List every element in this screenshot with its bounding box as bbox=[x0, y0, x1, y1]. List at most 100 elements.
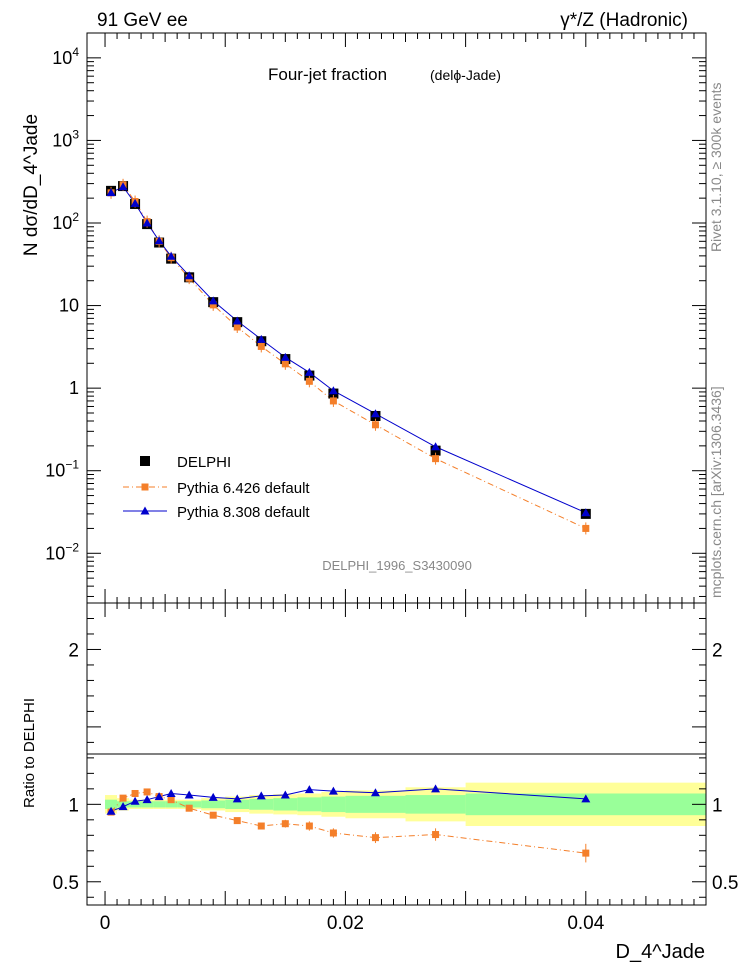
x-axis-label: D_4^Jade bbox=[616, 941, 705, 963]
ratio-pythia8-point bbox=[431, 784, 441, 793]
pythia8-point bbox=[280, 352, 290, 361]
mcplots-reference-text: mcplots.cern.ch [arXiv:1306.3436] bbox=[708, 386, 724, 598]
pythia6-point bbox=[432, 455, 440, 463]
ratio-pythia6-point bbox=[281, 820, 289, 828]
ratio-inner-band bbox=[177, 801, 202, 808]
main-y-axis-label: N dσ/dD_4^Jade bbox=[21, 114, 42, 256]
ratio-pythia6-point bbox=[119, 794, 127, 802]
legend: DELPHI Pythia 6.426 default Pythia 8.308 d… bbox=[123, 454, 310, 521]
ratio-inner-band bbox=[273, 798, 298, 811]
ratio-pythia8-point bbox=[184, 790, 194, 799]
ratio-y-tick-label: 2 bbox=[68, 640, 79, 661]
ratio-inner-band bbox=[201, 800, 226, 809]
rivet-version-text: Rivet 3.1.10, ≥ 300k events bbox=[708, 82, 724, 252]
ratio-pythia8-line bbox=[110, 788, 586, 812]
pythia6-point bbox=[257, 342, 265, 350]
ratio-pythia8-point bbox=[208, 792, 218, 801]
pythia8-point bbox=[256, 334, 266, 343]
y-tick-label: 103 bbox=[52, 127, 79, 150]
ratio-pythia8-point bbox=[328, 786, 338, 795]
delphi-point bbox=[430, 445, 441, 456]
ratio-pythia6-point bbox=[371, 834, 379, 842]
pythia8-line bbox=[110, 186, 587, 514]
pythia6-point bbox=[582, 524, 590, 532]
pythia6-point bbox=[209, 301, 217, 309]
x-tick-label: 0.04 bbox=[567, 913, 604, 934]
y-tick-label: 10 bbox=[59, 296, 79, 316]
ratio-pythia6-point bbox=[233, 817, 241, 825]
pythia6-point bbox=[371, 421, 379, 429]
ratio-inner-band bbox=[405, 795, 466, 814]
pythia8-point bbox=[106, 188, 116, 197]
pythia8-point bbox=[154, 236, 164, 245]
ratio-pythia6-point bbox=[257, 822, 265, 830]
legend-pythia6-marker bbox=[141, 483, 149, 491]
pythia8-point bbox=[130, 198, 140, 207]
pythia8-point bbox=[581, 508, 591, 517]
y-tick-label: 10−1 bbox=[45, 458, 79, 481]
ratio-pythia6-point bbox=[143, 788, 151, 796]
ratio-inner-band bbox=[321, 796, 346, 813]
legend-delphi-marker bbox=[140, 456, 150, 466]
ratio-y-tick-label-right: 0.5 bbox=[712, 873, 738, 894]
pythia8-point bbox=[304, 367, 314, 376]
pythia8-point bbox=[370, 409, 380, 418]
ratio-pythia6-point bbox=[582, 849, 590, 857]
y-tick-label: 104 bbox=[52, 45, 79, 68]
ratio-inner-band bbox=[105, 799, 118, 809]
ratio-pythia6-point bbox=[185, 804, 193, 812]
ratio-y-axis-label: Ratio to DELPHI bbox=[21, 698, 38, 808]
header-right: γ*/Z (Hadronic) bbox=[560, 10, 688, 31]
ratio-y-tick-label-right: 2 bbox=[712, 640, 723, 661]
pythia6-point bbox=[329, 397, 337, 405]
pythia8-point bbox=[166, 251, 176, 260]
ratio-pythia8-point bbox=[118, 802, 128, 811]
ratio-pythia8-point bbox=[256, 791, 266, 800]
ratio-pythia6-point bbox=[432, 831, 440, 839]
ratio-pythia8-point bbox=[232, 794, 242, 803]
ratio-pythia8-point bbox=[370, 788, 380, 797]
pythia8-point bbox=[142, 218, 152, 227]
ratio-inner-band bbox=[153, 801, 166, 808]
ratio-pythia6-point bbox=[305, 822, 313, 830]
ratio-pythia8-point bbox=[280, 790, 290, 799]
y-tick-label: 10−2 bbox=[45, 540, 79, 563]
ratio-y-tick-label-right: 1 bbox=[712, 795, 723, 816]
main-subtitle: (delϕ-Jade) bbox=[430, 67, 501, 83]
pythia8-point bbox=[208, 296, 218, 305]
header-left: 91 GeV ee bbox=[97, 10, 188, 31]
legend-entry-label: Pythia 6.426 default bbox=[177, 480, 310, 497]
pythia6-line bbox=[110, 184, 587, 529]
ratio-pythia8-point bbox=[304, 785, 314, 794]
ratio-inner-band bbox=[141, 801, 154, 808]
ratio-y-tick-label: 0.5 bbox=[53, 873, 79, 894]
ratio-pythia8-point bbox=[130, 796, 140, 805]
pythia6-point bbox=[233, 323, 241, 331]
ratio-pythia6-point bbox=[209, 811, 217, 819]
pythia8-point bbox=[118, 182, 128, 191]
ratio-inner-band bbox=[465, 793, 706, 816]
ratio-pythia8-point bbox=[166, 788, 176, 797]
analysis-watermark: DELPHI_1996_S3430090 bbox=[322, 558, 472, 573]
ratio-pythia6-point bbox=[131, 789, 139, 797]
legend-pythia8-marker bbox=[140, 506, 150, 515]
ratio-plot-frame bbox=[86, 602, 707, 906]
pythia6-point bbox=[281, 360, 289, 368]
pythia8-point bbox=[431, 442, 441, 451]
pythia8-point bbox=[232, 316, 242, 325]
legend-entry-label: Pythia 8.308 default bbox=[177, 504, 310, 521]
x-tick-label: 0.02 bbox=[327, 913, 364, 934]
ratio-pythia6-point bbox=[329, 829, 337, 837]
ratio-pythia8-point bbox=[581, 794, 591, 803]
legend-entry-label: DELPHI bbox=[177, 454, 231, 471]
ratio-plot-panel: 0.5 0.5 1 1 2 2 0 0.02 0.04 Ratio to DELPHI D_4^… bbox=[21, 602, 738, 963]
ratio-pythia8-point bbox=[154, 792, 164, 801]
ratio-y-tick-label: 1 bbox=[68, 795, 79, 816]
ratio-inner-band bbox=[249, 798, 274, 810]
pythia8-point bbox=[328, 386, 338, 395]
ratio-inner-band bbox=[225, 799, 250, 809]
ratio-pythia8-point bbox=[142, 795, 152, 804]
pythia6-point bbox=[305, 377, 313, 385]
ratio-inner-band bbox=[297, 797, 322, 812]
